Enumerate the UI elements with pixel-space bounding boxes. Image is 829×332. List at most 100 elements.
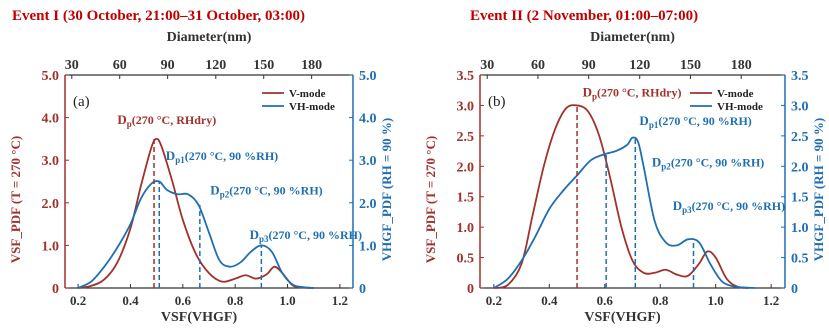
- y-right-tick-label: 1.0: [359, 239, 377, 254]
- peak-annotation: Dp1(270 °C, 90 %RH): [166, 148, 278, 165]
- annotation-symbol: D: [117, 112, 126, 127]
- y-left-tick-label: 3.0: [42, 154, 60, 169]
- peak-annotation: Dp2(270 °C, 90 %RH): [652, 154, 764, 171]
- peak-annotation: Dp2(270 °C, 90 %RH): [210, 182, 322, 199]
- y-left-axis-title: VSF_PDF (T = 270 °C): [423, 136, 438, 263]
- y-left-tick-label: 0: [52, 282, 59, 297]
- y-left-tick-label: 0: [467, 282, 474, 297]
- annotation-condition: (270 °C, 90 %RH): [185, 149, 278, 163]
- top-tick-label: 120: [629, 58, 650, 73]
- annotation-condition: (270 °C, 90 %RH): [229, 183, 322, 197]
- chart-panel-b: Event II (2 November, 01:00–07:00) Diamet…: [423, 8, 826, 325]
- y-right-tick-label: 4.0: [359, 112, 377, 127]
- y-left-axis-title: VSF_PDF (T = 270 °C): [8, 136, 23, 263]
- x-tick-label: 0.6: [597, 293, 614, 308]
- chart-title: Event II (2 November, 01:00–07:00): [470, 8, 698, 24]
- top-tick-label: 30: [65, 58, 79, 73]
- y-right-tick-label: 0: [359, 282, 366, 297]
- annotation-condition: (270 °C, 90 %RH): [268, 228, 361, 242]
- top-tick-label: 150: [253, 58, 274, 73]
- x-tick-label: 1.2: [763, 293, 779, 308]
- legend-label-vh-mode: VH-mode: [289, 101, 335, 113]
- annotation-subscript: p1: [649, 120, 659, 130]
- y-right-tick-label: 3.5: [791, 69, 809, 84]
- top-tick-label: 120: [205, 58, 226, 73]
- x-tick-label: 0.6: [175, 293, 192, 308]
- y-right-tick-label: 2.0: [359, 197, 377, 212]
- peak-annotation: Dp(270 °C, RHdry): [117, 112, 216, 129]
- y-left-tick-label: 1.5: [457, 191, 475, 206]
- chart-title: Event I (30 October, 21:00–31 October, 0…: [12, 8, 305, 24]
- y-right-tick-label: 1.5: [791, 191, 809, 206]
- series-line-vh-mode: [493, 136, 755, 289]
- top-tick-label: 60: [113, 58, 127, 73]
- top-tick-label: 90: [161, 58, 175, 73]
- annotation-subscript: p: [127, 119, 132, 129]
- top-axis-title: Diameter(nm): [167, 30, 252, 45]
- y-left-tick-label: 1.0: [457, 221, 475, 236]
- annotation-subscript: p3: [682, 205, 692, 215]
- x-tick-label: 1.2: [332, 293, 348, 308]
- legend-label-v-mode: V-mode: [717, 88, 754, 100]
- x-tick-label: 0.8: [227, 293, 244, 308]
- y-left-tick-label: 3.5: [457, 69, 475, 84]
- series-line-v-mode: [77, 137, 314, 289]
- top-tick-label: 30: [480, 58, 494, 73]
- x-tick-label: 0.4: [122, 293, 139, 308]
- chart-panel-a: Event I (30 October, 21:00–31 October, 0…: [8, 8, 394, 325]
- annotation-subscript: p3: [259, 234, 269, 244]
- annotation-symbol: D: [639, 113, 648, 128]
- y-right-tick-label: 2.5: [791, 130, 809, 145]
- x-axis-title: VSF(VHGF): [161, 310, 238, 325]
- top-tick-label: 180: [731, 58, 752, 73]
- y-left-tick-label: 4.0: [42, 112, 60, 127]
- top-tick-label: 90: [582, 58, 596, 73]
- y-left-tick-label: 2.5: [457, 130, 475, 145]
- panel-label: (b): [488, 94, 506, 110]
- annotation-symbol: D: [652, 154, 661, 169]
- panel-label: (a): [73, 94, 90, 110]
- x-tick-label: 1.0: [279, 293, 295, 308]
- y-right-tick-label: 1.0: [791, 221, 809, 236]
- peak-annotation: Dp(270 °C, RHdry): [583, 84, 682, 101]
- y-right-tick-label: 5.0: [359, 69, 377, 84]
- peak-annotation: Dp3(270 °C, 90 %RH): [673, 198, 785, 215]
- annotation-subscript: p2: [220, 189, 230, 199]
- annotation-symbol: D: [583, 84, 592, 99]
- annotation-condition: (270 °C, 90 %RH): [671, 155, 764, 169]
- legend-label-vh-mode: VH-mode: [717, 101, 763, 113]
- annotation-symbol: D: [250, 227, 259, 242]
- x-axis-title: VSF(VHGF): [584, 310, 661, 325]
- top-tick-label: 60: [531, 58, 545, 73]
- top-axis-title: Diameter(nm): [590, 30, 675, 45]
- x-tick-label: 0.2: [486, 293, 502, 308]
- y-right-tick-label: 0.5: [791, 252, 809, 267]
- annotation-condition: (270 °C, RHdry): [597, 85, 681, 99]
- x-tick-label: 0.2: [70, 293, 86, 308]
- y-left-tick-label: 2.0: [42, 197, 60, 212]
- annotation-symbol: D: [673, 198, 682, 213]
- annotation-subscript: p: [592, 91, 597, 101]
- y-left-tick-label: 3.0: [457, 99, 475, 114]
- x-tick-label: 1.0: [708, 293, 724, 308]
- y-left-tick-label: 5.0: [42, 69, 60, 84]
- x-tick-label: 0.8: [652, 293, 669, 308]
- annotation-condition: (270 °C, 90 %RH): [692, 199, 785, 213]
- y-left-tick-label: 2.0: [457, 160, 475, 175]
- peak-annotation: Dp3(270 °C, 90 %RH): [250, 227, 362, 244]
- y-right-axis-title: VHGF_PDF (RH = 90 %): [379, 118, 394, 261]
- y-right-tick-label: 2.0: [791, 160, 809, 175]
- annotation-subscript: p2: [661, 161, 671, 171]
- legend-label-v-mode: V-mode: [289, 88, 326, 100]
- y-right-tick-label: 0: [791, 282, 798, 297]
- annotation-symbol: D: [210, 182, 219, 197]
- annotation-subscript: p1: [175, 155, 185, 165]
- y-right-axis-title: VHGF_PDF (RH = 90 %): [811, 118, 826, 261]
- y-right-tick-label: 3.0: [791, 99, 809, 114]
- annotation-condition: (270 °C, 90 %RH): [658, 114, 751, 128]
- annotation-symbol: D: [166, 148, 175, 163]
- y-left-tick-label: 1.0: [42, 239, 60, 254]
- peak-annotation: Dp1(270 °C, 90 %RH): [639, 113, 751, 130]
- series-line-v-mode: [493, 104, 750, 289]
